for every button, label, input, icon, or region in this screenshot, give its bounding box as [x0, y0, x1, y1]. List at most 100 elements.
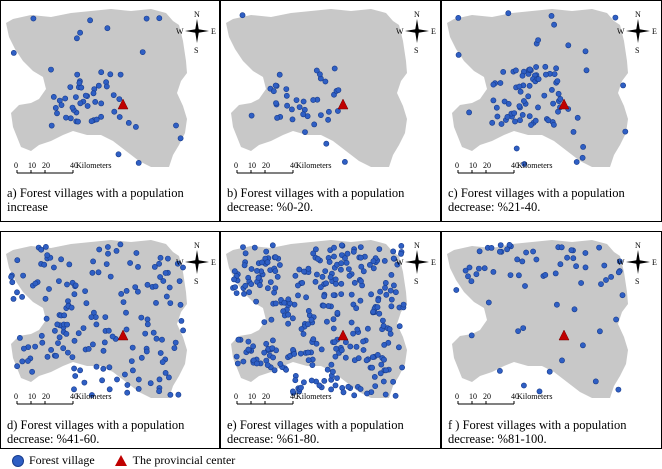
forest-village-d [162, 369, 169, 376]
forest-village-f [564, 254, 570, 261]
forest-village-e [320, 302, 327, 309]
forest-village-d [166, 284, 173, 291]
forest-village-e [321, 377, 328, 384]
forest-village-c [548, 12, 555, 19]
caption-c: c) Forest villages with a population dec… [448, 186, 625, 214]
forest-village-a [50, 94, 57, 100]
forest-village-c [535, 76, 542, 82]
forest-village-b [302, 129, 308, 135]
forest-village-b [322, 78, 329, 85]
compass-icon: N S W E [176, 241, 216, 286]
forest-village-d [177, 301, 184, 308]
forest-village-d [41, 261, 48, 268]
forest-village-e [346, 272, 353, 279]
forest-village-e [305, 308, 312, 314]
forest-village-e [396, 323, 403, 330]
forest-village-d [106, 386, 113, 393]
forest-village-e [301, 379, 307, 386]
forest-village-f [506, 241, 513, 248]
forest-village-b [276, 71, 283, 78]
forest-village-d [152, 283, 159, 290]
forest-village-d [147, 380, 154, 387]
forest-village-e [334, 309, 341, 316]
forest-village-f [603, 277, 609, 283]
forest-village-d [51, 264, 57, 271]
forest-village-c [466, 109, 472, 116]
forest-village-e [272, 268, 279, 274]
forest-village-e [360, 347, 367, 353]
forest-village-e [291, 351, 298, 357]
forest-village-e [350, 330, 356, 337]
forest-village-e [254, 268, 260, 274]
forest-village-e [330, 325, 337, 332]
forest-village-c [519, 112, 526, 118]
forest-village-a [110, 92, 117, 98]
forest-village-d [165, 374, 172, 381]
forest-village-e [360, 338, 366, 345]
forest-village-d [75, 330, 82, 337]
forest-village-f [613, 316, 619, 323]
forest-village-e [360, 268, 367, 275]
forest-village-e [305, 265, 312, 272]
forest-village-e [264, 259, 271, 266]
forest-village-e [332, 353, 339, 360]
forest-village-a [84, 103, 91, 109]
provincial-center-d [117, 329, 129, 341]
forest-village-e [398, 242, 405, 249]
forest-village-f [558, 244, 565, 251]
forest-village-d [172, 339, 179, 346]
forest-village-e [370, 258, 377, 265]
compass-w-label: W [617, 27, 625, 36]
compass-w-label: W [617, 258, 625, 267]
compass-icon: N S W E [617, 10, 657, 55]
forest-village-d [162, 270, 169, 276]
forest-village-e [381, 342, 388, 348]
forest-village-e [366, 262, 373, 268]
forest-village-c [505, 10, 512, 17]
forest-village-e [394, 261, 401, 268]
forest-village-d [143, 348, 150, 355]
forest-village-d [178, 318, 185, 324]
forest-village-a [93, 116, 100, 123]
compass-s-label: S [414, 277, 418, 286]
forest-village-e [369, 364, 375, 371]
forest-village-d [124, 382, 131, 388]
forest-village-e [274, 273, 281, 280]
caption-d: d) Forest villages with a population dec… [7, 418, 185, 446]
svg-text:Kilometers: Kilometers [296, 392, 332, 401]
svg-text:20: 20 [42, 392, 50, 401]
forest-village-d [72, 373, 79, 379]
forest-village-c [549, 87, 555, 93]
forest-village-e [353, 343, 360, 350]
forest-village-e [350, 248, 357, 255]
forest-village-b [284, 102, 290, 109]
forest-village-d [144, 321, 151, 328]
forest-village-b [300, 98, 307, 105]
forest-village-e [338, 266, 344, 273]
compass-s-label: S [414, 46, 418, 55]
forest-village-e [232, 284, 238, 290]
forest-village-a [67, 115, 74, 122]
forest-village-c [532, 117, 539, 124]
forest-village-f [571, 306, 578, 313]
forest-village-e [233, 290, 240, 296]
forest-village-c [557, 96, 564, 102]
forest-village-c [574, 114, 581, 121]
forest-village-d [93, 363, 100, 370]
panel-e: N S W E 0 10 20 40 Kilometers e) Forest villages… [220, 231, 441, 449]
forest-village-f [552, 270, 559, 277]
panel-d: N S W E 0 10 20 40 Kilometers d) Forest villages… [0, 231, 220, 449]
forest-village-e [295, 282, 301, 289]
forest-village-a [87, 17, 93, 24]
svg-text:40: 40 [70, 161, 78, 170]
forest-village-f [616, 258, 623, 265]
forest-village-b [300, 111, 307, 118]
forest-village-c [622, 128, 629, 135]
forest-village-e [300, 331, 307, 337]
forest-village-c [512, 118, 518, 125]
forest-village-f [559, 357, 565, 364]
forest-village-e [372, 383, 379, 389]
caption-f: f ) Forest villages with a population de… [448, 418, 627, 446]
